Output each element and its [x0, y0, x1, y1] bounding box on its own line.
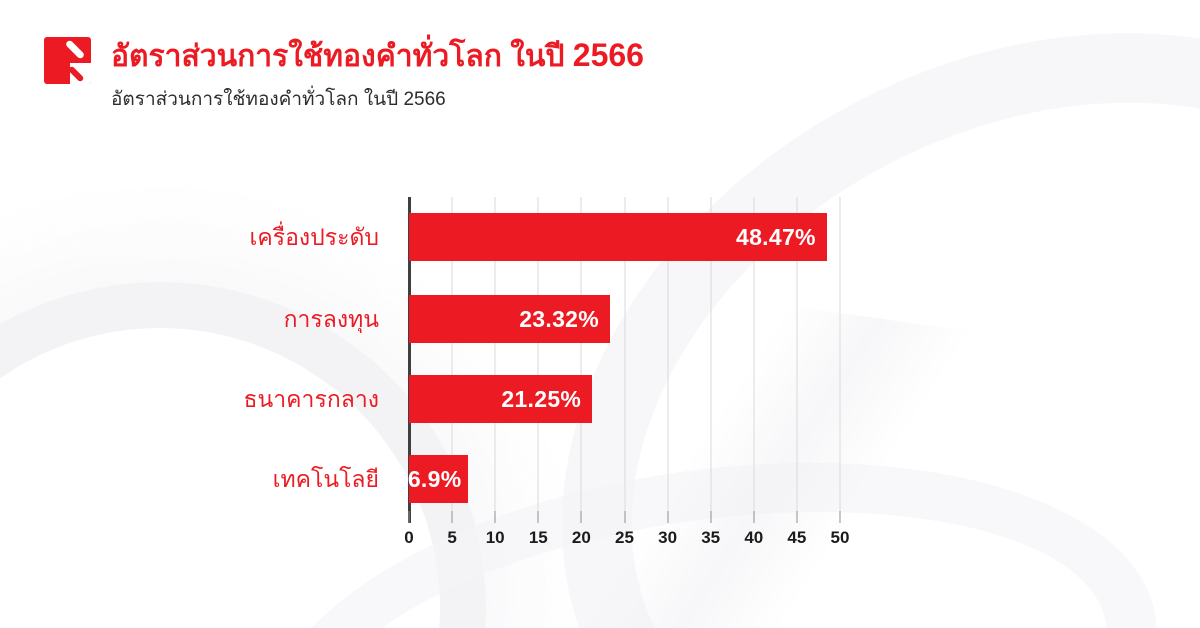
category-label: เทคโนโลยี [272, 466, 379, 492]
logo-white-dash-icon [64, 39, 86, 60]
page-title-year: 2566 [572, 37, 644, 73]
gridline [667, 197, 669, 511]
header: อัตราส่วนการใช้ทองคำทั่วโลก ในปี 2566 อั… [44, 37, 644, 114]
plot-area: 0 5 10 15 20 25 30 35 40 45 50 [404, 197, 849, 547]
bar: 23.32% [409, 295, 611, 343]
bar-value-label: 48.47% [735, 223, 816, 250]
x-axis-tick-label: 30 [658, 528, 678, 547]
page-title: อัตราส่วนการใช้ทองคำทั่วโลก ในปี 2566 [111, 37, 644, 75]
page-subtitle: อัตราส่วนการใช้ทองคำทั่วโลก ในปี 2566 [111, 88, 446, 110]
gridline [839, 197, 841, 511]
gridline [710, 197, 712, 511]
bar-value-label: 23.32% [519, 305, 600, 332]
x-axis-tick-label: 0 [404, 528, 414, 547]
gridline [753, 197, 755, 511]
bar: 48.47% [409, 213, 827, 261]
x-axis-tick-label: 45 [787, 528, 807, 547]
gridline [580, 197, 582, 511]
x-axis-tick [408, 511, 410, 523]
category-label: เครื่องประดับ [249, 224, 380, 250]
bar: 6.9% [407, 455, 469, 503]
bar-value-label: 6.9% [407, 465, 462, 492]
gridline [451, 197, 453, 511]
bar-value-label: 21.25% [501, 385, 582, 412]
y-axis-line [408, 197, 411, 523]
x-axis-tick [451, 511, 453, 523]
x-axis-tick-label: 50 [830, 528, 850, 547]
x-axis-tick [624, 511, 625, 523]
x-axis-tick-label: 15 [528, 528, 548, 547]
page-title-text: อัตราส่วนการใช้ทองคำทั่วโลก ในปี [111, 40, 565, 73]
x-axis-tick [494, 511, 496, 523]
category-label: ธนาคารกลาง [243, 386, 380, 412]
x-axis-tick-label: 5 [447, 528, 457, 547]
gridline [796, 197, 798, 511]
gridline [494, 197, 496, 511]
brand-logo-icon [44, 37, 91, 84]
bar-chart: 0 5 10 15 20 25 30 35 40 45 50 เครื่องประดับ 48.47%… [0, 197, 1200, 547]
x-axis-tick [710, 511, 712, 523]
gridline [624, 197, 625, 511]
x-axis-tick [580, 511, 582, 523]
gridline [537, 197, 539, 511]
x-axis-tick [667, 511, 669, 523]
x-axis-tick [537, 511, 539, 523]
title-block: อัตราส่วนการใช้ทองคำทั่วโลก ในปี 2566 อั… [111, 37, 644, 114]
x-axis-tick-label: 35 [701, 528, 721, 547]
x-axis-tick-label: 20 [571, 528, 591, 547]
category-label: การลงทุน [283, 306, 379, 332]
x-axis-tick [753, 511, 755, 523]
x-axis-tick-label: 40 [744, 528, 764, 547]
x-axis-tick [796, 511, 798, 523]
x-axis-tick-label: 10 [485, 528, 505, 547]
x-axis-tick [839, 511, 841, 523]
x-axis-tick-label: 25 [615, 528, 634, 547]
bar: 21.25% [409, 375, 593, 423]
